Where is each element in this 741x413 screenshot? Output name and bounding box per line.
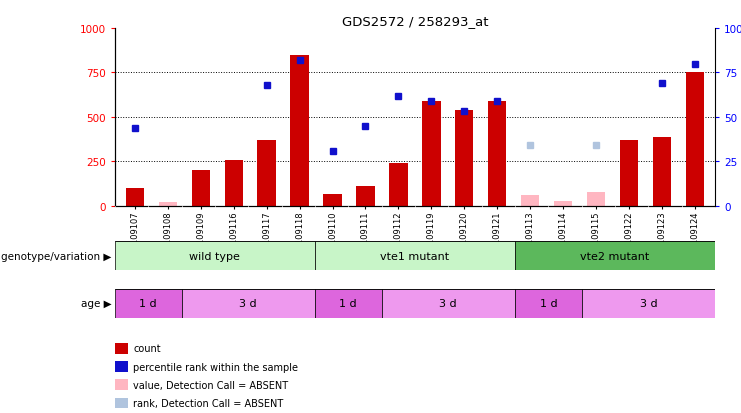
Text: age ▶: age ▶ xyxy=(81,299,111,309)
Bar xyxy=(620,141,639,206)
Text: percentile rank within the sample: percentile rank within the sample xyxy=(133,362,299,372)
Bar xyxy=(488,102,507,206)
Text: vte1 mutant: vte1 mutant xyxy=(380,251,450,261)
Bar xyxy=(125,189,144,206)
Bar xyxy=(686,73,705,206)
Bar xyxy=(588,192,605,206)
Text: value, Detection Call = ABSENT: value, Detection Call = ABSENT xyxy=(133,380,288,390)
Bar xyxy=(225,160,242,206)
Bar xyxy=(390,164,408,206)
Bar xyxy=(159,202,176,206)
Text: 3 d: 3 d xyxy=(639,299,657,309)
Bar xyxy=(582,289,715,318)
Bar xyxy=(522,196,539,206)
Text: wild type: wild type xyxy=(190,251,240,261)
Bar xyxy=(554,201,573,206)
Text: 1 d: 1 d xyxy=(339,299,357,309)
Title: GDS2572 / 258293_at: GDS2572 / 258293_at xyxy=(342,15,488,28)
Bar xyxy=(182,289,315,318)
Bar xyxy=(115,242,315,271)
Bar xyxy=(654,137,671,206)
Bar xyxy=(515,289,582,318)
Bar xyxy=(323,194,342,206)
Text: vte2 mutant: vte2 mutant xyxy=(580,251,650,261)
Text: genotype/variation ▶: genotype/variation ▶ xyxy=(1,251,111,261)
Text: count: count xyxy=(133,344,161,354)
Bar xyxy=(315,289,382,318)
Bar xyxy=(115,289,182,318)
Bar xyxy=(356,187,374,206)
Bar xyxy=(515,242,715,271)
Text: 3 d: 3 d xyxy=(439,299,457,309)
Bar xyxy=(191,171,210,206)
Bar xyxy=(456,111,473,206)
Bar xyxy=(382,289,515,318)
Bar xyxy=(290,55,308,206)
Text: rank, Detection Call = ABSENT: rank, Detection Call = ABSENT xyxy=(133,398,284,408)
Bar xyxy=(422,102,440,206)
Bar xyxy=(257,141,276,206)
Text: 1 d: 1 d xyxy=(539,299,557,309)
Bar xyxy=(315,242,515,271)
Text: 1 d: 1 d xyxy=(139,299,157,309)
Text: 3 d: 3 d xyxy=(239,299,257,309)
